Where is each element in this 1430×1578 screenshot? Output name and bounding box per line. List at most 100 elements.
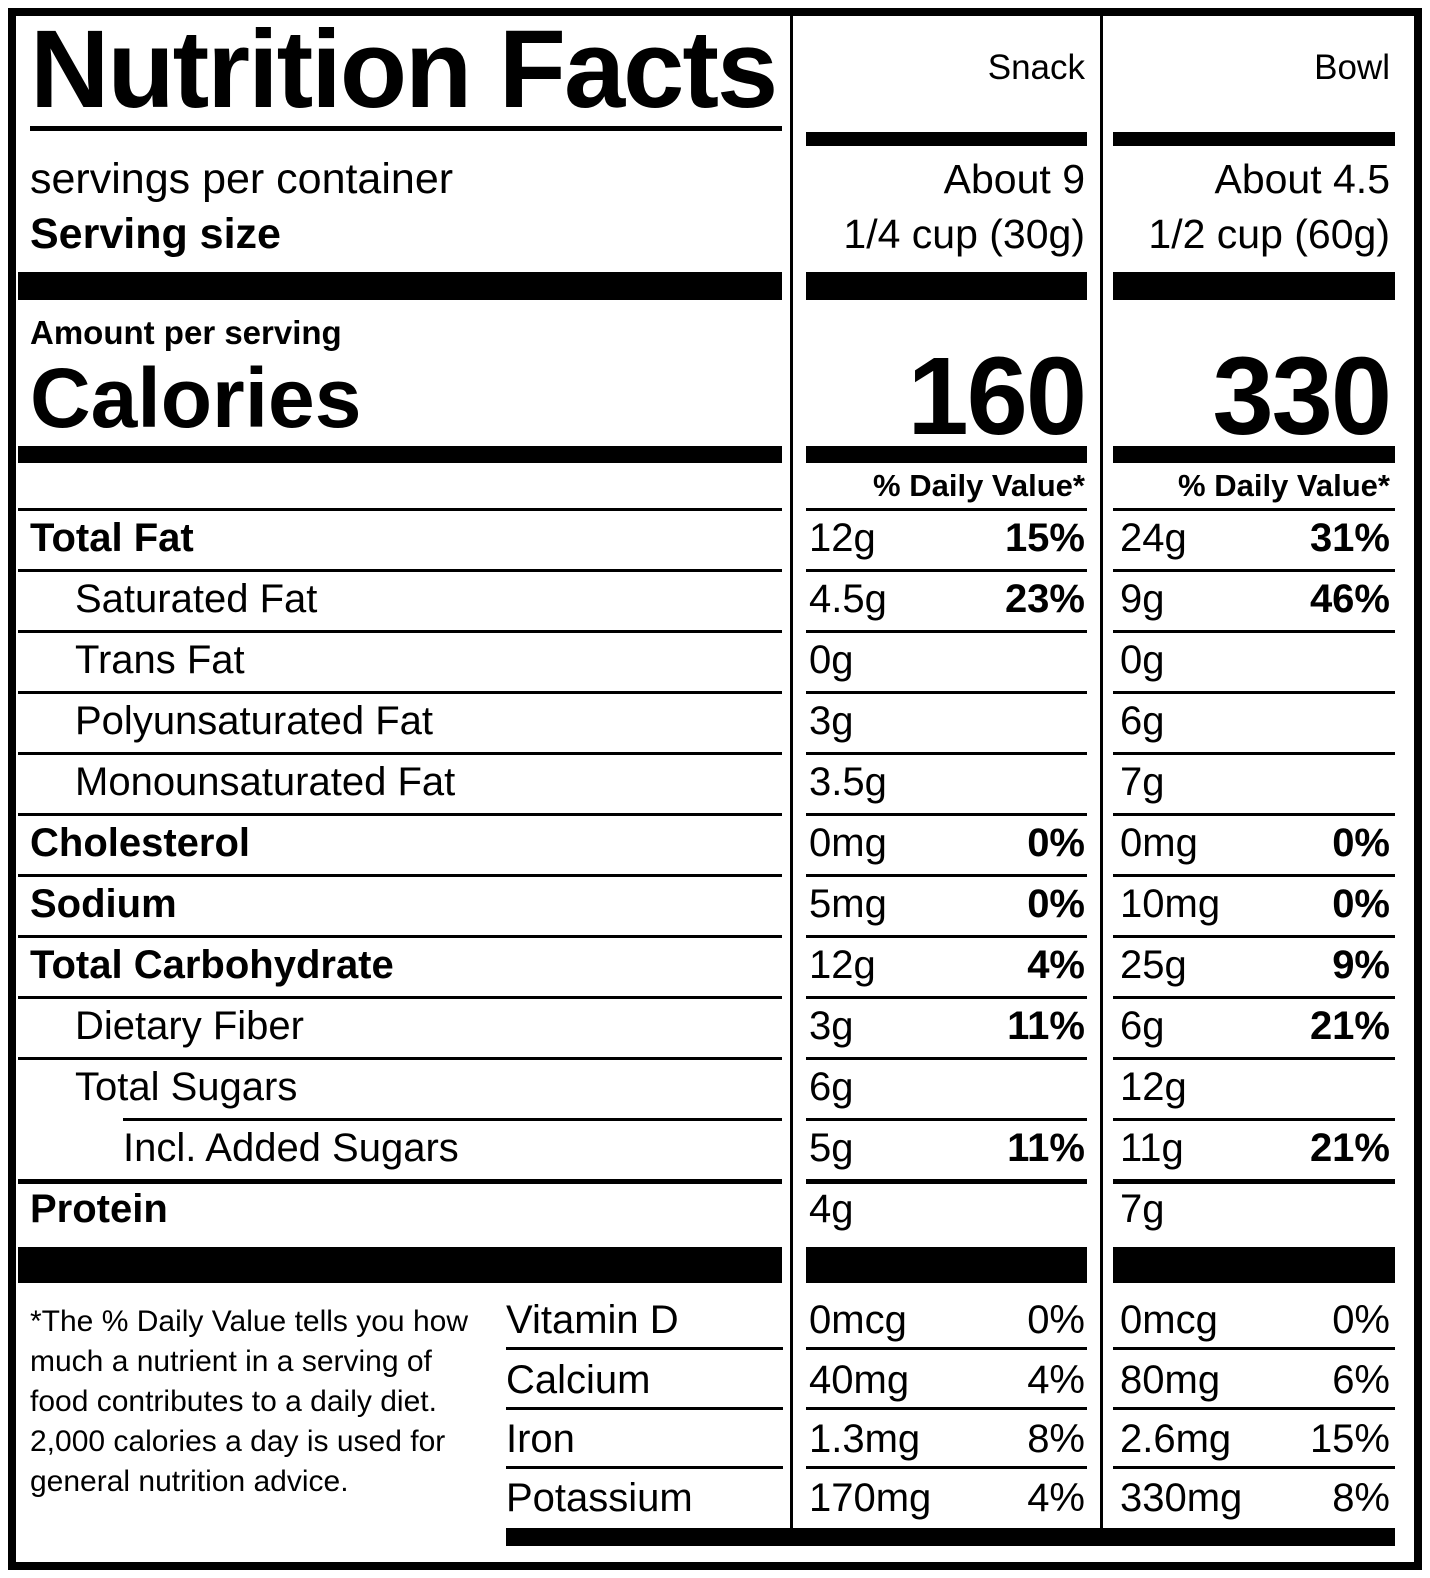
bowl-amount: 6g (1120, 1004, 1165, 1048)
bottom-bar-row (16, 1528, 1414, 1562)
snack-daily-value: 0% (1027, 821, 1085, 865)
nutrient-label: Cholesterol (30, 821, 251, 865)
bowl-daily-value: 46% (1309, 577, 1390, 621)
bowl-amount: 11g (1120, 1126, 1184, 1170)
nutrient-row-polyunsaturated-fat: Polyunsaturated Fat 3g 6g (16, 691, 1414, 752)
bowl-daily-value-header: % Daily Value* (1100, 463, 1414, 508)
separator-bar (806, 272, 1087, 300)
calories-label: Calories (30, 351, 362, 445)
snack-amount: 3g (809, 1004, 854, 1048)
bowl-amount: 6g (1120, 699, 1165, 743)
snack-amount: 6g (809, 1065, 854, 1109)
bowl-daily-value: 21% (1309, 1126, 1390, 1170)
snack-calories-value: 160 (790, 342, 1100, 452)
vitamin-label: Calcium (506, 1357, 651, 1402)
nutrient-row-protein: Protein 4g 7g (16, 1179, 1414, 1240)
snack-serving-size-value: 1/4 cup (30g) (790, 207, 1100, 262)
snack-daily-value: 0% (1027, 882, 1085, 926)
bowl-daily-value: 9% (1332, 943, 1390, 987)
snack-amount: 4g (809, 1187, 854, 1231)
nutrient-label: Total Fat (30, 516, 194, 560)
bowl-amount: 12g (1120, 1065, 1187, 1109)
separator-bar-row (16, 1240, 1414, 1290)
snack-amount: 170mg (809, 1476, 932, 1520)
separator-bar (18, 446, 782, 463)
snack-daily-value: 4% (1027, 1357, 1085, 1402)
snack-servings-value: About 9 (790, 152, 1100, 207)
vitamin-row-iron: Iron (490, 1410, 790, 1469)
serving-size-label: Serving size (30, 210, 281, 258)
vitamin-row-potassium: Potassium (490, 1469, 790, 1528)
nutrient-row-total-carbohydrate: Total Carbohydrate 12g 4% 25g 9% (16, 935, 1414, 996)
vitamin-row-vitamin-d: Vitamin D (490, 1290, 790, 1350)
bowl-header-bar (1113, 132, 1395, 146)
bowl-daily-value: 0% (1332, 882, 1390, 926)
nutrient-label: Total Carbohydrate (30, 943, 394, 987)
snack-daily-value: 8% (1027, 1417, 1085, 1461)
bowl-amount: 80mg (1120, 1357, 1221, 1402)
separator-bar (806, 1247, 1087, 1283)
bowl-amount: 2.6mg (1120, 1417, 1232, 1461)
nutrient-row-saturated-fat: Saturated Fat 4.5g 23% 9g 46% (16, 569, 1414, 630)
vitamin-label: Iron (506, 1417, 575, 1461)
snack-amount: 4.5g (809, 577, 887, 621)
column-header-snack: Snack (790, 16, 1100, 126)
calories-row: Calories 160 330 (16, 342, 1414, 452)
amount-per-serving-row: Amount per serving (16, 300, 1414, 352)
separator-bar (18, 272, 782, 300)
daily-value-header-row: % Daily Value* % Daily Value* (16, 463, 1414, 508)
nutrient-row-monounsaturated-fat: Monounsaturated Fat 3.5g 7g (16, 752, 1414, 813)
separator-bar (1113, 446, 1395, 463)
vitamin-row-calcium: Calcium (490, 1350, 790, 1410)
bowl-daily-value: 21% (1309, 1004, 1390, 1048)
vitamin-label: Potassium (506, 1476, 693, 1520)
snack-amount: 0mcg (809, 1297, 907, 1342)
snack-amount: 3.5g (809, 760, 887, 804)
snack-daily-value: 4% (1027, 943, 1085, 987)
bowl-servings-value: About 4.5 (1100, 152, 1414, 207)
footnote-vitamins-section: *The % Daily Value tells you how much a … (16, 1290, 1414, 1528)
snack-daily-value: 0% (1027, 1297, 1085, 1342)
snack-amount: 1.3mg (809, 1417, 921, 1461)
nutrient-label: Sodium (30, 882, 177, 926)
nutrient-label: Monounsaturated Fat (75, 760, 456, 804)
panel-title: Nutrition Facts (30, 8, 778, 131)
snack-amount: 40mg (809, 1357, 910, 1402)
snack-amount: 12g (809, 516, 876, 560)
nutrition-facts-panel: Nutrition Facts Snack Bowl servings per … (8, 8, 1422, 1570)
nutrient-row-total-fat: Total Fat 12g 15% 24g 31% (16, 508, 1414, 569)
bowl-daily-value: 0% (1332, 821, 1390, 865)
snack-daily-value: 11% (1007, 1004, 1085, 1048)
snack-daily-value: 15% (1004, 516, 1085, 560)
separator-bar (1113, 272, 1395, 300)
snack-daily-value-header: % Daily Value* (790, 463, 1100, 508)
bowl-serving-size-value: 1/2 cup (60g) (1100, 207, 1414, 262)
servings-label: servings per container (30, 155, 454, 203)
bowl-daily-value: 6% (1332, 1357, 1390, 1402)
separator-bar (806, 446, 1087, 463)
nutrient-row-cholesterol: Cholesterol 0mg 0% 0mg 0% (16, 813, 1414, 874)
nutrient-label: Polyunsaturated Fat (75, 699, 433, 743)
bowl-daily-value: 0% (1332, 1297, 1390, 1342)
snack-amount: 0g (809, 638, 854, 682)
snack-daily-value: 4% (1027, 1476, 1085, 1520)
separator-bar (1113, 1247, 1395, 1283)
snack-header-bar (806, 132, 1087, 146)
nutrient-row-added-sugars: Incl. Added Sugars 5g 11% 11g 21% (16, 1118, 1414, 1179)
snack-amount: 5g (809, 1126, 854, 1170)
bowl-amount: 330mg (1120, 1476, 1243, 1520)
nutrient-label: Dietary Fiber (75, 1004, 304, 1048)
amount-per-serving-label: Amount per serving (30, 314, 342, 351)
nutrient-label: Incl. Added Sugars (123, 1126, 459, 1170)
nutrient-label: Total Sugars (75, 1065, 298, 1109)
bowl-daily-value: 31% (1309, 516, 1390, 560)
nutrient-label: Saturated Fat (75, 577, 318, 621)
bowl-amount: 0mcg (1120, 1297, 1218, 1342)
bowl-amount: 10mg (1120, 882, 1221, 926)
bowl-amount: 25g (1120, 943, 1187, 987)
bowl-amount: 24g (1120, 516, 1187, 560)
snack-amount: 0mg (809, 821, 887, 865)
bowl-amount: 9g (1120, 577, 1165, 621)
nutrient-row-trans-fat: Trans Fat 0g 0g (16, 630, 1414, 691)
nutrient-label: Protein (30, 1187, 168, 1231)
